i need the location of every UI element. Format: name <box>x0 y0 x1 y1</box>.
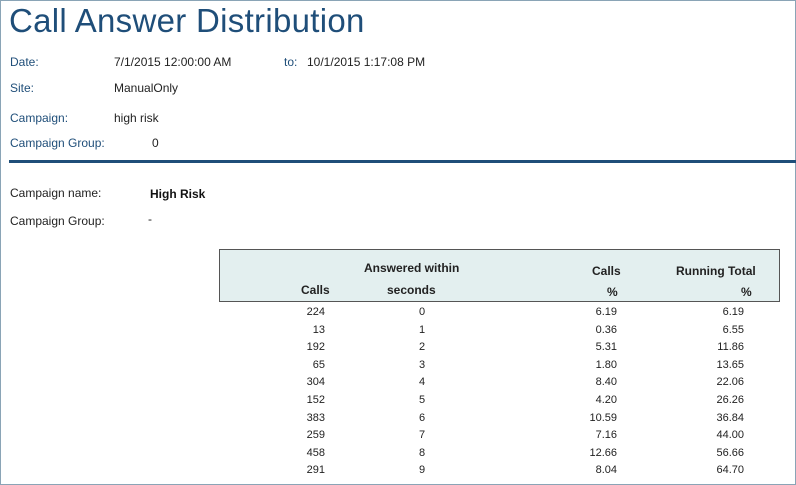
cell-calls: 65 <box>312 358 325 371</box>
section-campaign-group-value: - <box>148 212 152 226</box>
cell-calls-pct: 7.16 <box>595 429 617 442</box>
cell-calls-pct: 0.36 <box>595 323 617 336</box>
cell-running-total: 36.84 <box>716 411 744 424</box>
table-row: 383 6 10.59 36.84 <box>219 412 780 429</box>
cell-running-total: 22.06 <box>716 376 744 389</box>
cell-calls: 152 <box>306 394 325 406</box>
cell-calls: 383 <box>306 411 325 424</box>
col-header-answered-line2: seconds <box>387 283 436 297</box>
table-row: 291 9 8.04 64.70 <box>219 464 780 481</box>
site-value: ManualOnly <box>114 81 179 95</box>
campaign-name-value: High Risk <box>150 187 206 201</box>
table-row: 152 5 4.20 26.26 <box>219 394 780 411</box>
cell-calls: 291 <box>306 464 325 477</box>
cell-seconds: 1 <box>418 323 426 336</box>
campaign-group-label: Campaign Group: <box>10 136 105 150</box>
cell-calls-pct: 5.31 <box>595 341 617 354</box>
cell-running-total: 64.70 <box>716 464 744 477</box>
site-label: Site: <box>10 81 35 95</box>
cell-calls: 304 <box>306 376 325 389</box>
table-row: 192 2 5.31 11.86 <box>219 341 780 358</box>
cell-running-total: 11.86 <box>717 341 744 354</box>
cell-calls-pct: 8.04 <box>595 464 617 477</box>
table-row: 13 1 0.36 6.55 <box>219 324 780 341</box>
cell-calls-pct: 12.66 <box>589 446 617 459</box>
cell-calls: 13 <box>312 323 325 336</box>
cell-seconds: 7 <box>418 429 426 442</box>
cell-seconds: 8 <box>418 446 426 459</box>
cell-running-total: 13.65 <box>716 358 744 371</box>
date-label: Date: <box>10 55 39 69</box>
cell-calls-pct: 6.19 <box>595 306 617 318</box>
cell-calls-pct: 8.40 <box>595 376 617 389</box>
date-from-value: 7/1/2015 12:00:00 AM <box>114 55 232 69</box>
cell-running-total: 26.26 <box>716 394 744 406</box>
cell-calls-pct: 1.80 <box>595 358 617 371</box>
cell-seconds: 6 <box>418 411 426 424</box>
col-header-calls-pct-line1: Calls <box>592 264 621 278</box>
cell-calls-pct: 10.59 <box>589 411 617 424</box>
cell-running-total: 56.66 <box>716 446 744 459</box>
cell-calls: 224 <box>306 306 325 318</box>
cell-seconds: 3 <box>418 358 426 371</box>
cell-calls: 259 <box>306 429 325 442</box>
section-campaign-group-label: Campaign Group: <box>10 214 105 228</box>
page-title: Call Answer Distribution <box>9 2 365 39</box>
table-row: 224 0 6.19 6.19 <box>219 306 780 323</box>
campaign-name-label: Campaign name: <box>10 186 102 200</box>
cell-seconds: 0 <box>418 306 426 318</box>
cell-seconds: 4 <box>418 376 426 389</box>
table-row: 458 8 12.66 56.66 <box>219 447 780 464</box>
cell-running-total: 44.00 <box>716 429 744 442</box>
table-row: 65 3 1.80 13.65 <box>219 359 780 376</box>
cell-calls-pct: 4.20 <box>595 394 617 406</box>
cell-seconds: 2 <box>418 341 426 354</box>
campaign-group-value: 0 <box>152 136 159 150</box>
col-header-answered-line1: Answered within <box>364 261 460 275</box>
cell-calls: 458 <box>306 446 325 459</box>
col-header-calls: Calls <box>301 283 330 297</box>
table-row: 304 4 8.40 22.06 <box>219 376 780 393</box>
cell-seconds: 9 <box>418 464 426 477</box>
cell-calls: 192 <box>306 341 325 354</box>
cell-running-total: 6.19 <box>722 306 744 318</box>
campaign-label: Campaign: <box>10 111 69 125</box>
col-header-running-line1: Running Total <box>676 264 756 278</box>
cell-running-total: 6.55 <box>722 323 744 336</box>
table-row: 259 7 7.16 44.00 <box>219 429 780 446</box>
col-header-calls-pct-line2: % <box>607 285 618 299</box>
campaign-value: high risk <box>114 111 159 125</box>
table-header: Calls Answered within seconds Calls % Ru… <box>219 249 780 302</box>
col-header-running-line2: % <box>741 285 752 299</box>
date-to-value: 10/1/2015 1:17:08 PM <box>307 55 426 69</box>
cell-seconds: 5 <box>418 394 426 406</box>
header-divider <box>9 160 796 163</box>
to-label: to: <box>284 55 298 69</box>
